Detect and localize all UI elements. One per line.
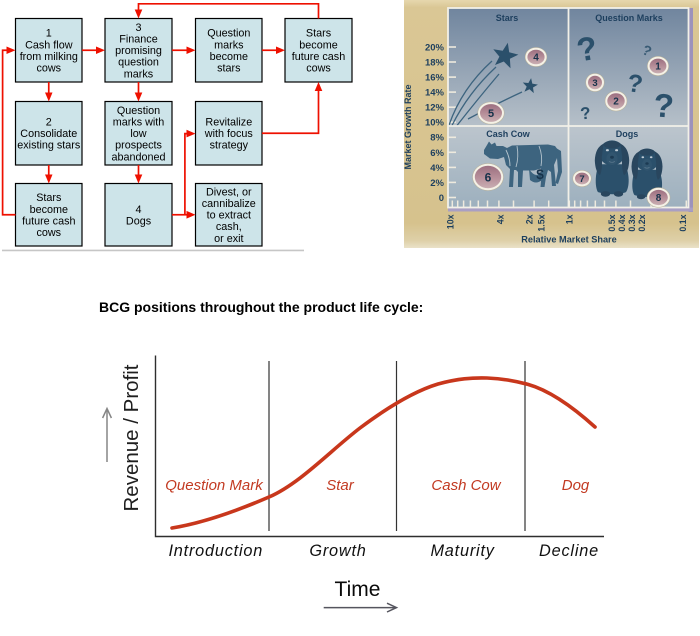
svg-text:Question Marks: Question Marks — [595, 13, 663, 23]
svg-text:12%: 12% — [425, 103, 445, 114]
svg-text:14%: 14% — [425, 88, 445, 99]
svg-text:marks: marks — [214, 39, 244, 51]
svg-text:1: 1 — [46, 28, 52, 40]
svg-text:Introduction: Introduction — [168, 542, 263, 560]
svg-text:18%: 18% — [425, 57, 445, 68]
svg-text:Stars: Stars — [496, 13, 519, 23]
svg-text:0.4x: 0.4x — [617, 214, 627, 231]
svg-text:become: become — [210, 51, 248, 63]
svg-text:become: become — [299, 39, 337, 51]
svg-text:marks: marks — [124, 68, 154, 80]
svg-text:BCG positions throughout the p: BCG positions throughout the product lif… — [99, 299, 423, 315]
svg-text:strategy: strategy — [210, 140, 249, 152]
svg-text:Question: Question — [207, 28, 250, 40]
svg-text:1.5x: 1.5x — [536, 214, 546, 231]
svg-text:abandoned: abandoned — [111, 151, 165, 163]
svg-text:6%: 6% — [430, 148, 444, 159]
svg-text:Stars: Stars — [36, 192, 62, 204]
svg-text:Dog: Dog — [562, 477, 590, 494]
svg-text:from milking: from milking — [20, 51, 78, 63]
svg-text:become: become — [30, 204, 68, 216]
svg-text:Cash flow: Cash flow — [25, 39, 73, 51]
svg-text:Finance: Finance — [119, 33, 157, 45]
svg-text:Revenue / Profit: Revenue / Profit — [120, 364, 143, 511]
svg-text:7: 7 — [579, 174, 584, 185]
svg-text:Revitalize: Revitalize — [205, 116, 252, 128]
svg-text:Star: Star — [326, 477, 355, 494]
svg-text:10x: 10x — [446, 214, 456, 229]
svg-text:?: ? — [579, 104, 591, 124]
svg-text:2x: 2x — [524, 214, 534, 224]
svg-text:?: ? — [626, 69, 645, 99]
svg-text:1: 1 — [655, 62, 661, 73]
svg-text:3: 3 — [135, 22, 141, 34]
svg-text:4x: 4x — [496, 214, 506, 224]
svg-text:Question: Question — [117, 105, 160, 117]
svg-text:prospects: prospects — [115, 140, 162, 152]
svg-text:Market Growth Rate: Market Growth Rate — [403, 84, 413, 169]
svg-text:to extract: to extract — [207, 210, 251, 222]
svg-text:4: 4 — [135, 204, 141, 216]
svg-text:5: 5 — [488, 108, 494, 120]
svg-text:2%: 2% — [430, 178, 444, 189]
svg-text:Time: Time — [335, 578, 381, 601]
svg-text:low: low — [130, 128, 146, 140]
svg-text:with focus: with focus — [204, 128, 254, 140]
svg-text:?: ? — [652, 86, 675, 124]
svg-text:Divest, or: Divest, or — [206, 186, 252, 198]
svg-text:Consolidate: Consolidate — [20, 128, 77, 140]
svg-text:20%: 20% — [425, 42, 445, 53]
svg-text:1x: 1x — [564, 214, 574, 224]
svg-text:$: $ — [536, 167, 544, 182]
svg-text:3: 3 — [592, 78, 597, 89]
svg-text:16%: 16% — [425, 73, 445, 84]
svg-text:6: 6 — [485, 170, 492, 184]
svg-text:2: 2 — [613, 97, 619, 108]
svg-text:Relative Market Share: Relative Market Share — [521, 235, 617, 245]
svg-text:Growth: Growth — [309, 542, 366, 560]
svg-text:cows: cows — [36, 62, 61, 74]
svg-text:question: question — [118, 57, 159, 69]
svg-text:Cash Cow: Cash Cow — [431, 477, 501, 494]
svg-text:10%: 10% — [425, 118, 445, 129]
svg-text:0.3x: 0.3x — [627, 214, 637, 231]
svg-text:promising: promising — [115, 45, 162, 57]
svg-text:Cash Cow: Cash Cow — [486, 129, 531, 139]
svg-text:Question Mark: Question Mark — [165, 477, 264, 494]
svg-text:8%: 8% — [430, 133, 444, 144]
svg-text:Maturity: Maturity — [430, 542, 494, 560]
svg-text:cows: cows — [306, 62, 331, 74]
svg-text:2: 2 — [46, 116, 52, 128]
svg-text:0: 0 — [439, 193, 444, 204]
svg-text:future cash: future cash — [292, 51, 345, 63]
svg-text:marks with: marks with — [113, 116, 165, 128]
svg-text:0.5x: 0.5x — [607, 214, 617, 231]
svg-text:cannibalize: cannibalize — [202, 198, 256, 210]
svg-text:future cash: future cash — [22, 215, 75, 227]
svg-text:Dogs: Dogs — [616, 129, 639, 139]
svg-text:existing stars: existing stars — [17, 140, 81, 152]
svg-text:4: 4 — [533, 53, 539, 64]
svg-text:cash,: cash, — [216, 221, 242, 233]
svg-text:stars: stars — [217, 62, 241, 74]
svg-text:0.2x: 0.2x — [637, 214, 647, 231]
svg-text:cows: cows — [36, 227, 61, 239]
svg-text:4%: 4% — [430, 163, 444, 174]
svg-text:0.1x: 0.1x — [678, 214, 688, 231]
svg-text:Decline: Decline — [539, 542, 599, 560]
svg-text:8: 8 — [656, 193, 662, 204]
svg-text:or exit: or exit — [214, 233, 243, 245]
svg-text:Stars: Stars — [306, 28, 332, 40]
svg-text:Dogs: Dogs — [126, 215, 152, 227]
